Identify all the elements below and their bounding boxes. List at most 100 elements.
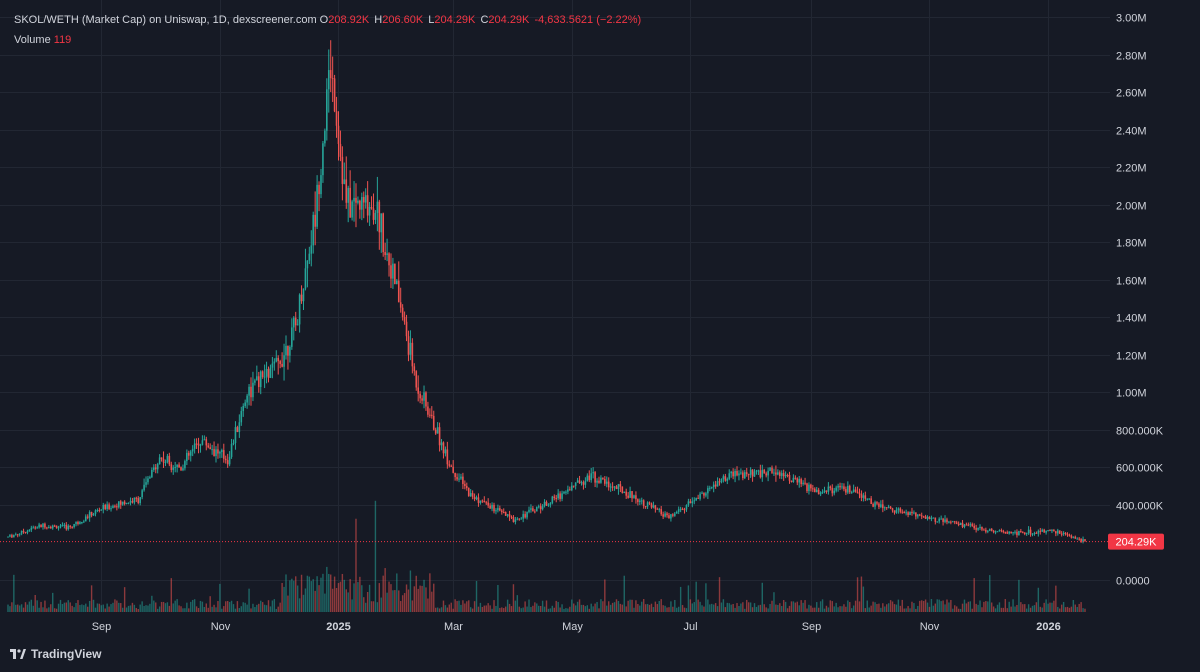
candle-body [135, 497, 138, 499]
volume-bar [258, 603, 260, 612]
volume-bar [681, 605, 684, 612]
candle [199, 443, 202, 453]
volume-bar [143, 605, 145, 612]
candle [368, 201, 371, 226]
volume-bar [295, 576, 297, 612]
volume-bar [775, 604, 777, 612]
volume-bar [359, 576, 361, 612]
candle [77, 520, 79, 526]
candle-body [971, 524, 974, 526]
volume-bar [174, 600, 176, 612]
candle-body [1049, 530, 1051, 532]
candle [868, 498, 871, 501]
candle-body [291, 327, 293, 347]
candle-body [522, 514, 524, 519]
candle [800, 477, 802, 488]
candle [108, 502, 110, 511]
candle [44, 522, 46, 530]
candle-body [967, 524, 970, 526]
volume-bar [242, 602, 244, 612]
volume-bar [260, 600, 262, 612]
volume-bar [324, 593, 326, 612]
candle-body [158, 457, 161, 465]
candle-body [775, 472, 777, 475]
candle [920, 512, 923, 520]
candle-body [26, 531, 29, 533]
volume-bar [203, 606, 206, 612]
volume-bar [905, 608, 907, 612]
y-tick-label: 600.000K [1116, 463, 1164, 475]
candle-body [940, 518, 942, 520]
candle [279, 359, 281, 369]
volume-bar [699, 601, 701, 612]
candle-body [847, 485, 849, 493]
candle-body [127, 502, 130, 504]
volume-bar [895, 604, 898, 612]
candle [1058, 530, 1061, 534]
candle-body [156, 464, 159, 470]
volume-bar [326, 566, 328, 612]
candle-body [125, 503, 128, 505]
candle-body [38, 524, 40, 528]
candle [798, 475, 801, 488]
candle [705, 491, 707, 498]
candle [343, 162, 346, 185]
candle [187, 450, 190, 460]
candle-body [186, 452, 188, 462]
candle-body [409, 342, 412, 355]
candle [1082, 536, 1084, 544]
volume-bar [1010, 606, 1012, 612]
x-tick-label: Jul [683, 621, 697, 633]
candle [895, 507, 898, 514]
volume-bar [306, 575, 309, 612]
candle-body [479, 500, 482, 503]
candle [485, 500, 488, 505]
candle [228, 451, 231, 467]
candle-body [734, 471, 736, 477]
candle-body [924, 516, 927, 519]
candle [287, 345, 289, 370]
candle [312, 211, 315, 254]
candle [534, 509, 536, 514]
candle [405, 314, 408, 342]
candle [481, 499, 484, 503]
candle [1023, 532, 1026, 536]
volume-bar [590, 603, 592, 612]
candle [174, 461, 176, 473]
candle [213, 441, 215, 457]
candle [687, 498, 690, 507]
candle-body [254, 380, 256, 383]
volume-bar [205, 603, 207, 612]
candle [444, 446, 447, 457]
volume-bar [763, 604, 765, 612]
candle [654, 504, 657, 513]
volume-bar [615, 599, 618, 612]
volume-bar [672, 606, 674, 612]
candle-body [88, 512, 91, 518]
candle [133, 497, 136, 505]
candle-body [1033, 532, 1036, 534]
candle-body [13, 534, 15, 538]
candle-body [20, 530, 23, 534]
candle [897, 507, 900, 514]
tradingview-logo[interactable]: TradingView [10, 647, 101, 661]
volume-bar [308, 576, 311, 612]
candle [952, 520, 954, 523]
volume-bar [827, 607, 830, 612]
candle-body [767, 470, 769, 476]
volume-bar [1076, 606, 1078, 612]
volume-bar [436, 607, 439, 612]
volume-bar [104, 608, 106, 612]
candle-body [271, 363, 274, 368]
candle-body [491, 504, 493, 509]
volume-bar [442, 600, 445, 612]
candle-body [819, 492, 822, 495]
candle-body [868, 498, 871, 500]
volume-bar [223, 606, 225, 612]
candle [567, 485, 569, 495]
y-tick-label: 3.00M [1116, 13, 1147, 25]
candle [1029, 526, 1032, 537]
candle-body [1039, 530, 1042, 532]
